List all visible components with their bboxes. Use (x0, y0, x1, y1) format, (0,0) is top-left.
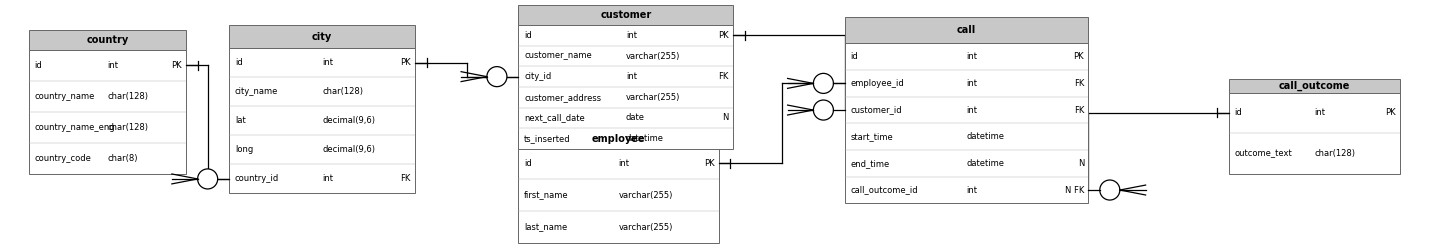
Text: country_id: country_id (235, 174, 279, 184)
Text: N: N (1078, 159, 1084, 168)
Ellipse shape (1100, 180, 1120, 200)
Text: id: id (524, 158, 531, 168)
Text: ts_inserted: ts_inserted (524, 134, 571, 143)
Text: id: id (1234, 108, 1242, 117)
Text: int: int (322, 174, 334, 184)
Text: PK: PK (719, 31, 729, 40)
Text: char(128): char(128) (1315, 149, 1356, 158)
Text: datetime: datetime (967, 132, 1005, 141)
Text: end_time: end_time (851, 159, 889, 168)
Bar (29, 30, 186, 50)
Text: datetime: datetime (626, 134, 664, 143)
Text: country_code: country_code (34, 154, 92, 163)
Text: city_name: city_name (235, 87, 278, 96)
Text: varchar(255): varchar(255) (619, 222, 673, 232)
Text: char(128): char(128) (107, 92, 149, 101)
Text: customer_id: customer_id (851, 106, 902, 115)
Text: PK: PK (401, 59, 411, 67)
Text: id: id (524, 31, 531, 40)
Text: employee_id: employee_id (851, 79, 905, 88)
Text: int: int (619, 158, 630, 168)
Text: next_call_date: next_call_date (524, 113, 584, 122)
Ellipse shape (813, 100, 833, 120)
Text: customer_name: customer_name (524, 52, 591, 61)
Text: customer_address: customer_address (524, 93, 601, 102)
Text: char(128): char(128) (322, 87, 364, 96)
Text: outcome_text: outcome_text (1234, 149, 1292, 158)
Text: int: int (967, 52, 978, 61)
Text: PK: PK (1074, 52, 1084, 61)
Text: int: int (967, 79, 978, 88)
Text: FK: FK (1074, 106, 1084, 115)
Text: country: country (86, 35, 129, 45)
Bar (1229, 79, 1400, 93)
Text: date: date (626, 113, 644, 122)
Text: first_name: first_name (524, 190, 569, 200)
Text: datetime: datetime (967, 159, 1005, 168)
Ellipse shape (198, 169, 218, 189)
Text: decimal(9,6): decimal(9,6) (322, 116, 375, 125)
Ellipse shape (487, 67, 507, 87)
Text: int: int (967, 186, 978, 194)
Bar (229, 25, 415, 48)
Text: id: id (851, 52, 858, 61)
Text: int: int (967, 106, 978, 115)
Bar (845, 17, 1088, 43)
Ellipse shape (813, 73, 833, 93)
Text: int: int (1315, 108, 1326, 117)
Bar (845, 43, 1088, 203)
Text: customer: customer (600, 10, 652, 20)
Text: start_time: start_time (851, 132, 894, 141)
Text: FK: FK (719, 72, 729, 81)
Bar (29, 50, 186, 174)
Text: FK: FK (401, 174, 411, 184)
Text: int: int (626, 31, 637, 40)
Text: country_name_eng: country_name_eng (34, 123, 115, 132)
Text: FK: FK (1074, 79, 1084, 88)
Text: int: int (322, 59, 334, 67)
Text: N FK: N FK (1064, 186, 1084, 194)
Bar (518, 131, 719, 147)
Text: call_outcome: call_outcome (1279, 81, 1350, 91)
Text: long: long (235, 145, 253, 155)
Text: int: int (626, 72, 637, 81)
Text: int: int (107, 61, 119, 70)
Bar (518, 147, 719, 243)
Text: lat: lat (235, 116, 246, 125)
Text: char(8): char(8) (107, 154, 137, 163)
Text: city_id: city_id (524, 72, 551, 81)
Text: varchar(255): varchar(255) (626, 52, 680, 61)
Text: N: N (723, 113, 729, 122)
Text: PK: PK (1386, 108, 1396, 117)
Text: PK: PK (172, 61, 182, 70)
Text: id: id (34, 61, 42, 70)
Bar (518, 5, 733, 25)
Text: call: call (957, 25, 977, 35)
Text: id: id (235, 59, 242, 67)
Text: employee: employee (591, 134, 646, 144)
Text: char(128): char(128) (107, 123, 149, 132)
Text: call_outcome_id: call_outcome_id (851, 186, 918, 194)
Text: last_name: last_name (524, 222, 567, 232)
Text: varchar(255): varchar(255) (619, 190, 673, 200)
Bar (229, 48, 415, 193)
Text: PK: PK (705, 158, 715, 168)
Bar (1229, 93, 1400, 174)
Text: decimal(9,6): decimal(9,6) (322, 145, 375, 155)
Bar (518, 25, 733, 149)
Text: city: city (312, 31, 332, 42)
Text: country_name: country_name (34, 92, 95, 101)
Text: varchar(255): varchar(255) (626, 93, 680, 102)
